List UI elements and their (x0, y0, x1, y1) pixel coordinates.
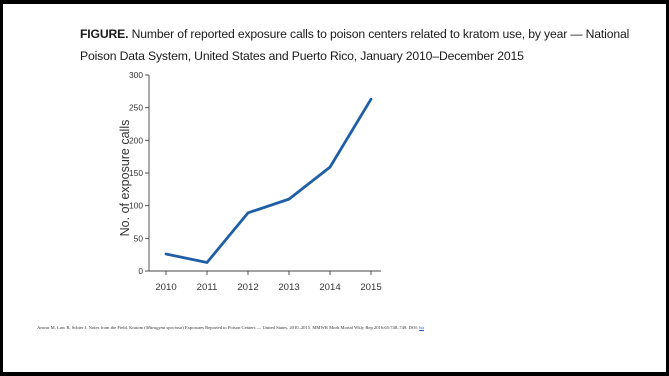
y-tick-label-250: 250 (129, 103, 143, 113)
y-axis-label: No. of exposure calls (118, 120, 132, 237)
citation-text-after: ) Exposures Reported to Poison Centers —… (182, 325, 420, 330)
citation-doi-link[interactable]: htt (419, 325, 425, 330)
x-tick-label-2015: 2015 (360, 282, 381, 293)
y-tick-label-150: 150 (129, 168, 143, 178)
y-tick-label-300: 300 (129, 70, 143, 80)
x-tick-label-2010: 2010 (155, 282, 176, 293)
citation-italic: Mitragyna speciosa (145, 325, 183, 330)
chart-axes (148, 75, 381, 272)
chart-ticks: 0 50 100 150 200 250 300 2010 2011 2012 2013 2014 20… (129, 70, 382, 293)
x-tick-label-2014: 2014 (319, 282, 341, 293)
line-chart: 0 50 100 150 200 250 300 2010 2011 2012 2013 2014 20… (118, 70, 382, 293)
figure-title-text: Number of reported exposure calls to poi… (80, 27, 630, 63)
slide: FIGURE. Number of reported exposure call… (3, 4, 666, 372)
x-tick-label-2013: 2013 (278, 282, 299, 293)
series-line-0 (164, 97, 373, 264)
citation-text-before: Anwar M, Law R, Schier J. Notes from the… (37, 325, 146, 330)
y-tick-label-50: 50 (134, 233, 144, 243)
y-tick-label-0: 0 (138, 266, 143, 276)
figure-title-lead: FIGURE. (80, 27, 129, 41)
y-tick-label-200: 200 (129, 135, 143, 145)
x-tick-label-2011: 2011 (197, 282, 218, 293)
citation: Anwar M, Law R, Schier J. Notes from the… (37, 324, 666, 331)
x-tick-label-2012: 2012 (237, 282, 258, 293)
y-tick-label-100: 100 (129, 201, 143, 211)
figure-title: FIGURE. Number of reported exposure call… (80, 23, 640, 67)
chart-series (164, 97, 373, 264)
